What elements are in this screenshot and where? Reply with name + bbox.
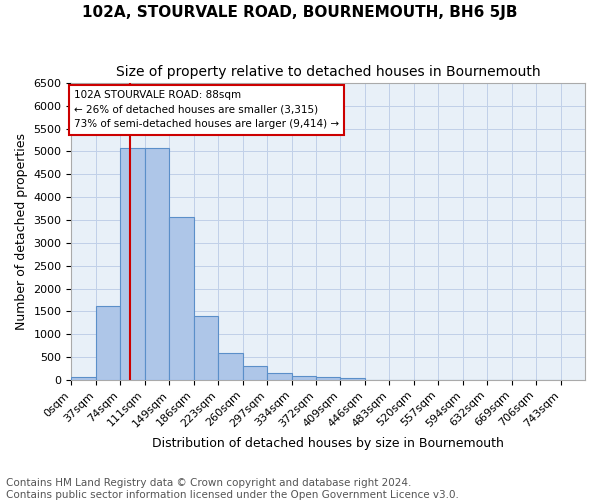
Bar: [292, 376, 316, 380]
Bar: [121, 148, 145, 380]
Bar: [340, 378, 365, 380]
Bar: [267, 373, 292, 380]
Title: Size of property relative to detached houses in Bournemouth: Size of property relative to detached ho…: [116, 65, 541, 79]
Bar: [316, 377, 340, 380]
Y-axis label: Number of detached properties: Number of detached properties: [15, 133, 28, 330]
Bar: [218, 352, 242, 380]
Text: 102A STOURVALE ROAD: 88sqm
← 26% of detached houses are smaller (3,315)
73% of s: 102A STOURVALE ROAD: 88sqm ← 26% of deta…: [74, 90, 339, 130]
Bar: [194, 316, 218, 380]
Bar: [169, 216, 194, 380]
Text: 102A, STOURVALE ROAD, BOURNEMOUTH, BH6 5JB: 102A, STOURVALE ROAD, BOURNEMOUTH, BH6 5…: [82, 5, 518, 20]
Bar: [96, 306, 121, 380]
X-axis label: Distribution of detached houses by size in Bournemouth: Distribution of detached houses by size …: [152, 437, 504, 450]
Text: Contains HM Land Registry data © Crown copyright and database right 2024.
Contai: Contains HM Land Registry data © Crown c…: [6, 478, 459, 500]
Bar: [145, 148, 169, 380]
Bar: [242, 366, 267, 380]
Bar: [71, 376, 96, 380]
